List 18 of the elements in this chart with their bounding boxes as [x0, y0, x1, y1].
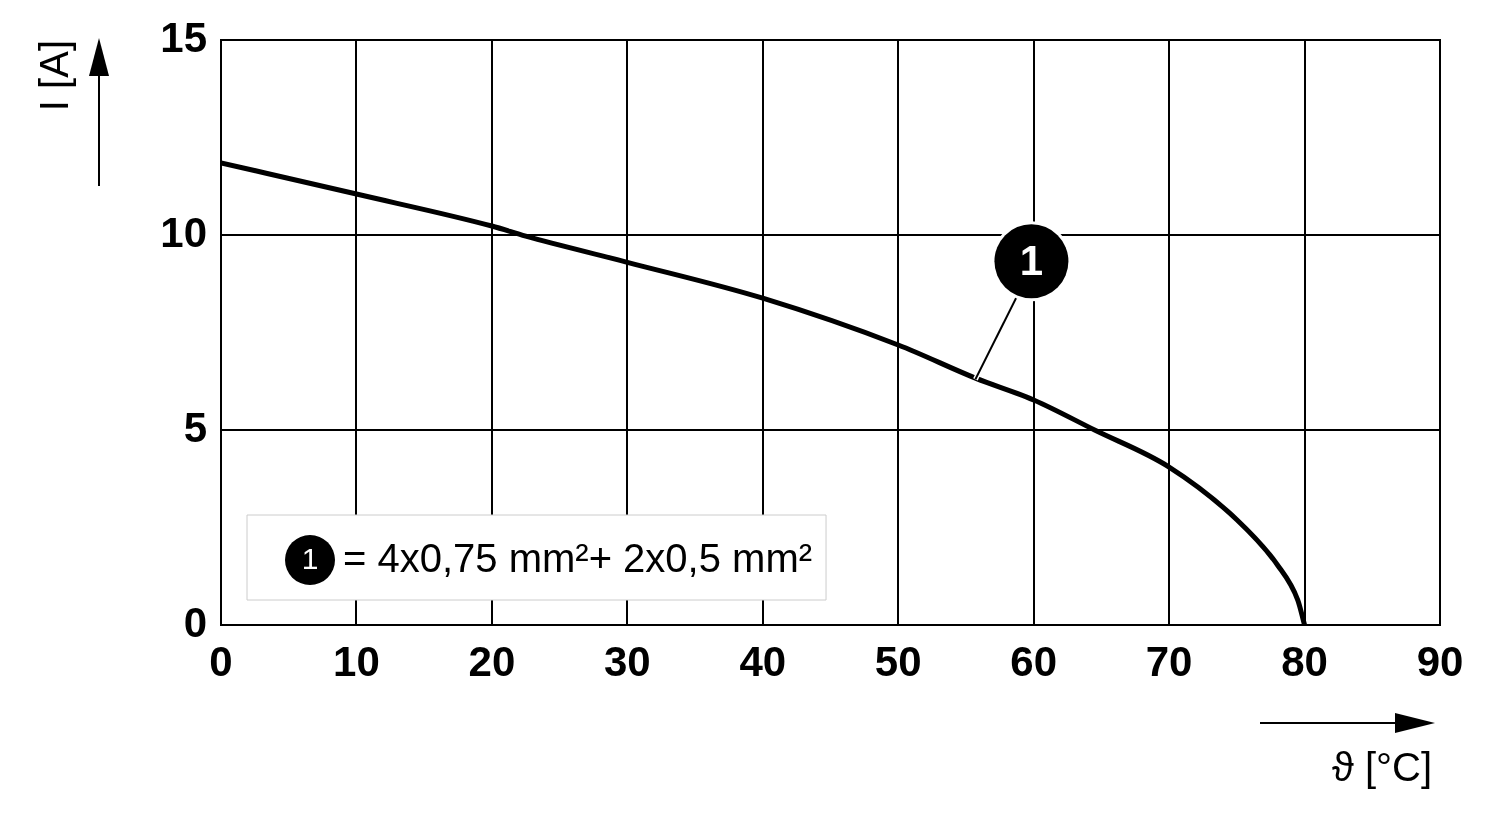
text: 1: [301, 542, 319, 576]
y-tick-label: 10: [160, 208, 207, 256]
x-tick-label: 50: [874, 637, 922, 685]
x-tick-label: 60: [1010, 637, 1058, 685]
x-axis-title: ϑ [°C]: [1331, 745, 1432, 790]
x-tick-label: 30: [603, 637, 651, 685]
annotation: = 4x0,75 mm²+ 2x0,5 mm²: [343, 536, 813, 581]
y-tick-label: 15: [160, 13, 207, 61]
y-axis-title: I [A]: [32, 40, 77, 112]
y-tick-label: 0: [183, 598, 207, 646]
x-tick-label: 70: [1145, 637, 1193, 685]
x-tick-label: 40: [739, 637, 787, 685]
y-tick-label: 5: [183, 403, 207, 451]
x-tick-label: 80: [1281, 637, 1328, 685]
x-tick-label: 20: [468, 637, 516, 685]
x-tick-label: 90: [1416, 637, 1464, 685]
annotation: 1: [1019, 236, 1044, 284]
x-tick-label: 10: [333, 637, 380, 685]
